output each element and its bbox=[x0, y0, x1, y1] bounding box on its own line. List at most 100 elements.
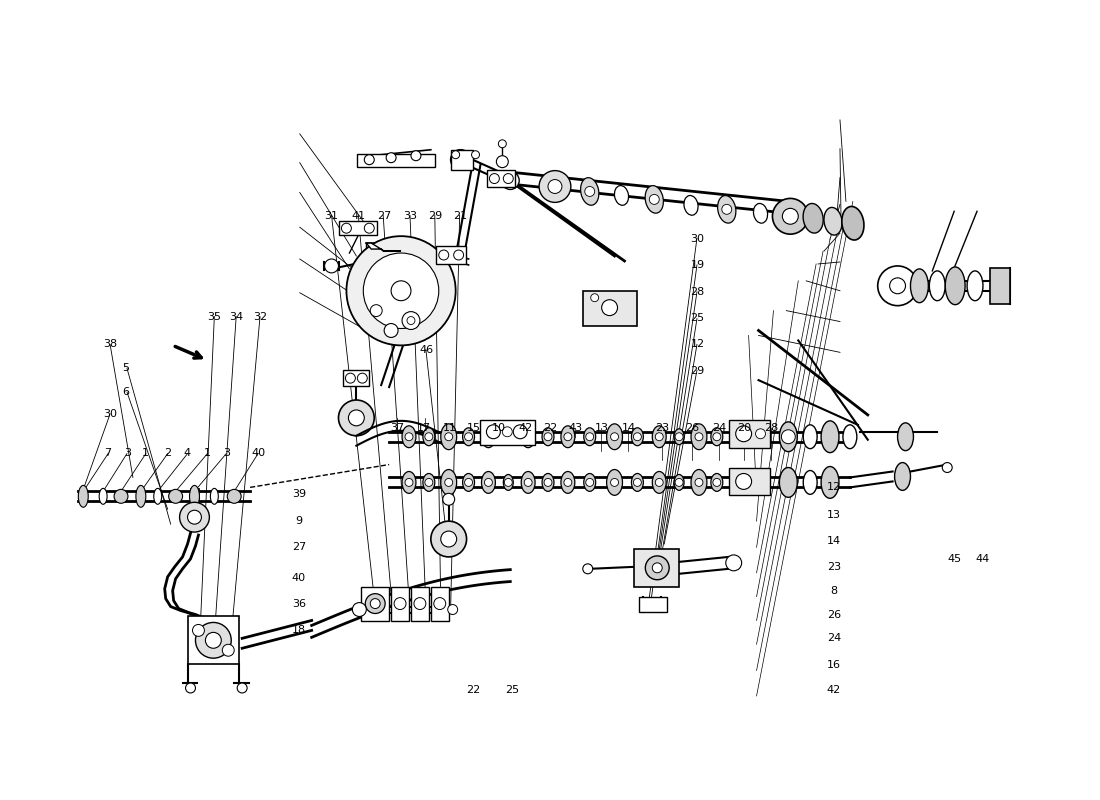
Circle shape bbox=[484, 433, 493, 441]
Text: 30: 30 bbox=[102, 410, 117, 419]
Ellipse shape bbox=[674, 474, 684, 490]
Circle shape bbox=[539, 170, 571, 202]
Circle shape bbox=[365, 594, 385, 614]
Circle shape bbox=[695, 478, 703, 486]
Circle shape bbox=[890, 278, 905, 294]
Circle shape bbox=[943, 462, 953, 473]
Ellipse shape bbox=[422, 474, 435, 491]
Ellipse shape bbox=[615, 186, 628, 206]
Ellipse shape bbox=[136, 486, 146, 507]
Text: 18: 18 bbox=[292, 626, 306, 635]
Circle shape bbox=[504, 478, 513, 486]
Circle shape bbox=[713, 478, 721, 486]
Circle shape bbox=[407, 317, 415, 325]
Text: 26: 26 bbox=[685, 423, 700, 433]
Text: 27: 27 bbox=[292, 542, 306, 552]
Circle shape bbox=[394, 598, 406, 610]
Text: 24: 24 bbox=[712, 423, 726, 433]
Circle shape bbox=[414, 598, 426, 610]
Circle shape bbox=[656, 478, 663, 486]
Text: 25: 25 bbox=[691, 313, 704, 323]
Circle shape bbox=[498, 140, 506, 148]
Ellipse shape bbox=[210, 488, 218, 504]
Ellipse shape bbox=[711, 474, 723, 491]
Circle shape bbox=[196, 622, 231, 658]
Circle shape bbox=[756, 429, 766, 438]
Text: 29: 29 bbox=[691, 366, 705, 376]
Circle shape bbox=[503, 427, 513, 437]
Circle shape bbox=[504, 433, 513, 441]
Text: 25: 25 bbox=[505, 685, 519, 695]
Text: 3: 3 bbox=[223, 448, 230, 458]
Bar bbox=[583, 290, 637, 326]
Text: 12: 12 bbox=[691, 339, 704, 350]
Text: 27: 27 bbox=[377, 210, 392, 221]
Text: 15: 15 bbox=[466, 423, 481, 433]
Text: 36: 36 bbox=[292, 599, 306, 609]
Text: 19: 19 bbox=[691, 260, 704, 270]
Ellipse shape bbox=[631, 474, 644, 491]
Text: 28: 28 bbox=[691, 287, 705, 297]
Bar bbox=[340, 222, 377, 235]
Text: 5: 5 bbox=[123, 363, 130, 374]
Ellipse shape bbox=[717, 195, 736, 223]
Circle shape bbox=[675, 433, 683, 441]
Ellipse shape bbox=[584, 474, 596, 491]
Circle shape bbox=[472, 150, 480, 158]
Text: 1: 1 bbox=[142, 448, 150, 458]
Circle shape bbox=[192, 625, 205, 636]
Ellipse shape bbox=[803, 470, 817, 494]
Circle shape bbox=[179, 502, 209, 532]
Circle shape bbox=[484, 478, 493, 486]
Text: 1: 1 bbox=[204, 448, 210, 458]
Circle shape bbox=[782, 208, 799, 224]
Text: 2: 2 bbox=[164, 448, 172, 458]
Circle shape bbox=[364, 223, 374, 233]
Circle shape bbox=[349, 410, 364, 426]
Circle shape bbox=[464, 433, 473, 441]
Circle shape bbox=[634, 478, 641, 486]
Text: 40: 40 bbox=[251, 448, 265, 458]
Text: 12: 12 bbox=[827, 482, 842, 492]
Ellipse shape bbox=[911, 269, 928, 302]
Ellipse shape bbox=[441, 470, 456, 495]
Text: 8: 8 bbox=[830, 586, 837, 596]
Ellipse shape bbox=[542, 428, 554, 446]
Text: 16: 16 bbox=[827, 659, 842, 670]
Circle shape bbox=[514, 425, 527, 438]
Text: 17: 17 bbox=[417, 423, 431, 433]
Ellipse shape bbox=[154, 488, 162, 504]
Circle shape bbox=[392, 281, 411, 301]
Circle shape bbox=[583, 564, 593, 574]
Circle shape bbox=[238, 683, 248, 693]
Bar bbox=[358, 154, 434, 166]
Ellipse shape bbox=[463, 474, 474, 491]
Circle shape bbox=[504, 174, 514, 183]
Circle shape bbox=[339, 400, 374, 436]
Circle shape bbox=[222, 644, 234, 656]
Circle shape bbox=[646, 556, 669, 580]
Text: 7: 7 bbox=[104, 448, 111, 458]
Circle shape bbox=[736, 474, 751, 490]
Ellipse shape bbox=[482, 426, 495, 448]
Bar bbox=[990, 268, 1010, 304]
Text: 40: 40 bbox=[292, 573, 306, 583]
Text: 28: 28 bbox=[764, 423, 779, 433]
Circle shape bbox=[186, 683, 196, 693]
Ellipse shape bbox=[521, 471, 535, 494]
Text: 34: 34 bbox=[230, 311, 243, 322]
Ellipse shape bbox=[482, 471, 495, 494]
Text: 30: 30 bbox=[691, 234, 704, 244]
Ellipse shape bbox=[652, 426, 667, 448]
Ellipse shape bbox=[674, 429, 684, 445]
Ellipse shape bbox=[684, 195, 699, 215]
Text: 43: 43 bbox=[568, 423, 582, 433]
Ellipse shape bbox=[843, 425, 857, 449]
Ellipse shape bbox=[606, 470, 623, 495]
Circle shape bbox=[602, 300, 617, 315]
Ellipse shape bbox=[78, 486, 88, 507]
Text: 23: 23 bbox=[656, 423, 670, 433]
Ellipse shape bbox=[691, 470, 707, 495]
Circle shape bbox=[649, 194, 659, 204]
Circle shape bbox=[781, 430, 795, 444]
